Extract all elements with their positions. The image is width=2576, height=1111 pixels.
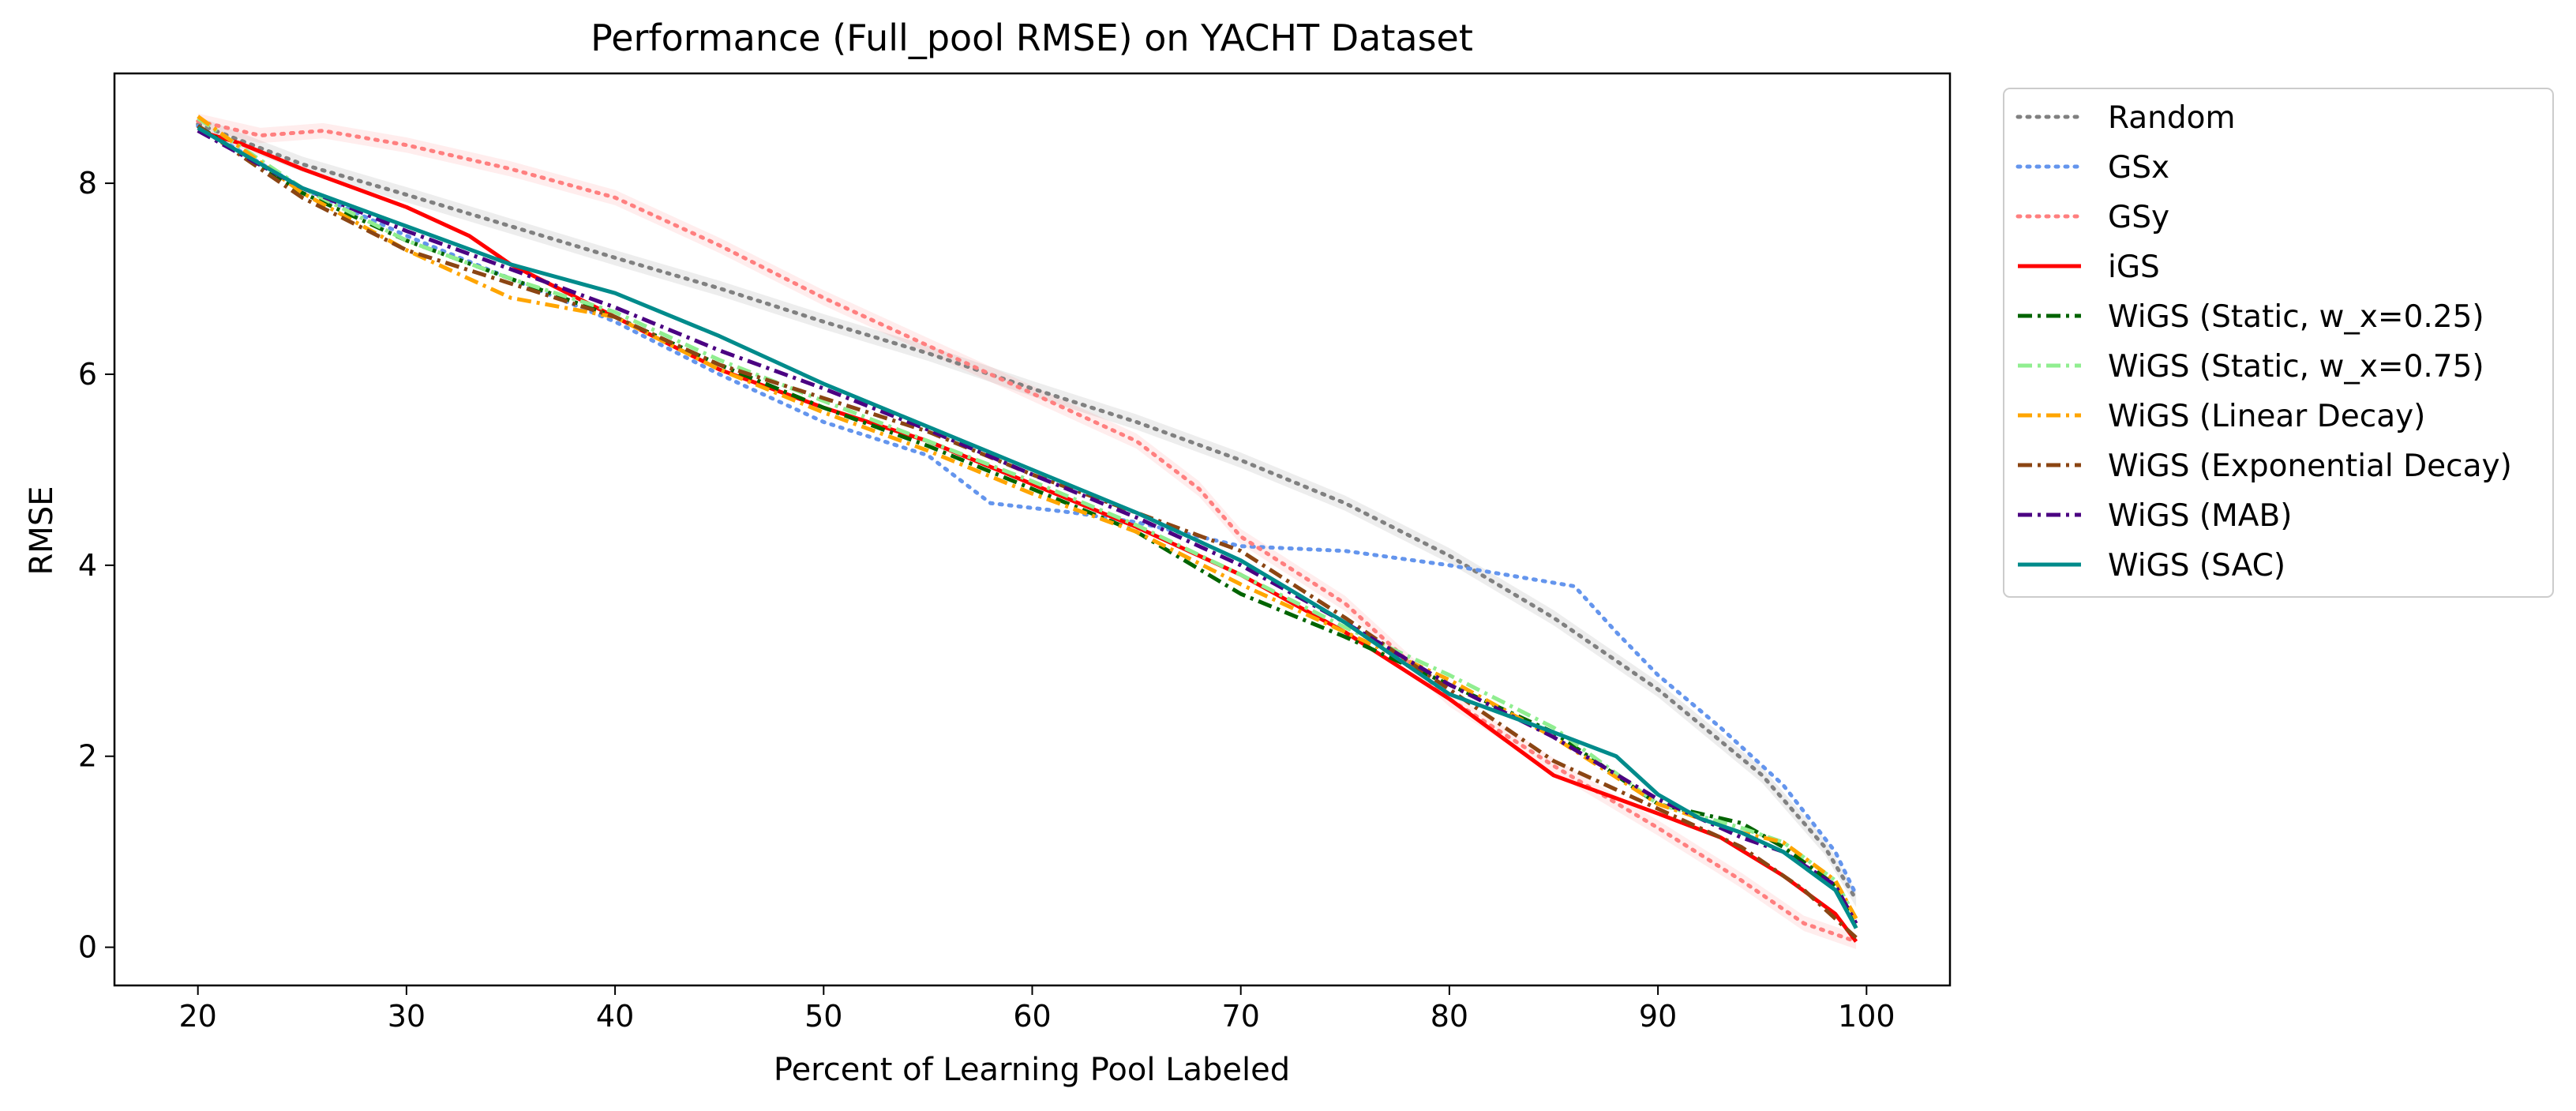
x-tick-label: 90 [1639, 999, 1677, 1034]
legend-label-random: Random [2108, 100, 2235, 136]
x-tick-label: 80 [1430, 999, 1468, 1034]
legend-label-wigs-static-w-x-0-75: WiGS (Static, w_x=0.75) [2108, 349, 2484, 385]
series-lines [196, 114, 1858, 944]
y-tick-label: 0 [78, 930, 97, 965]
x-tick-label: 50 [804, 999, 842, 1034]
legend-label-wigs-mab: WiGS (MAB) [2108, 498, 2292, 534]
legend-frame [2003, 88, 2554, 598]
series-line-wigs-sac [197, 126, 1858, 929]
x-axis-label: Percent of Learning Pool Labeled [774, 1052, 1290, 1088]
series-line-igs [197, 129, 1858, 943]
series-line-wigs-static-w-x-0-75 [197, 116, 1858, 920]
legend-label-gsx: GSx [2108, 150, 2169, 186]
y-tick-label: 6 [78, 357, 97, 392]
legend-label-wigs-static-w-x-0-25: WiGS (Static, w_x=0.25) [2108, 299, 2484, 335]
legend: Random GSx GSy iGS WiGS (Static, w_x=0.25) Wi… [2003, 88, 2554, 598]
series-line-wigs-exponential-decay [197, 124, 1858, 940]
x-tick-label: 20 [179, 999, 217, 1034]
x-tick-label: 100 [1838, 999, 1895, 1034]
series-line-gsy [196, 118, 1858, 944]
legend-label-wigs-linear-decay: WiGS (Linear Decay) [2108, 399, 2425, 434]
x-tick-label: 30 [388, 999, 426, 1034]
legend-label-wigs-exponential-decay: WiGS (Exponential Decay) [2108, 449, 2512, 484]
y-tick-label: 4 [78, 548, 97, 583]
chart-title: Performance (Full_pool RMSE) on YACHT Da… [591, 17, 1473, 59]
y-tick-label: 8 [78, 166, 97, 201]
series-line-gsx [196, 124, 1858, 897]
legend-label-gsy: GSy [2108, 200, 2169, 235]
band-random [197, 116, 1857, 907]
x-tick-label: 40 [596, 999, 634, 1034]
x-tick-label: 70 [1222, 999, 1260, 1034]
y-tick-label: 2 [78, 739, 97, 774]
legend-label-igs: iGS [2108, 250, 2160, 285]
y-axis: 0 2 4 6 8 [78, 166, 114, 965]
x-tick-label: 60 [1013, 999, 1051, 1034]
y-axis-label: RMSE [24, 486, 60, 576]
series-line-wigs-mab [197, 129, 1858, 925]
series-line-wigs-static-w-x-0-25 [197, 124, 1858, 929]
series-line-random [196, 122, 1858, 902]
plot-area-frame [113, 72, 1952, 987]
x-axis: 20 30 40 50 60 70 80 90 100 [179, 985, 1895, 1034]
legend-label-wigs-sac: WiGS (SAC) [2108, 548, 2285, 584]
